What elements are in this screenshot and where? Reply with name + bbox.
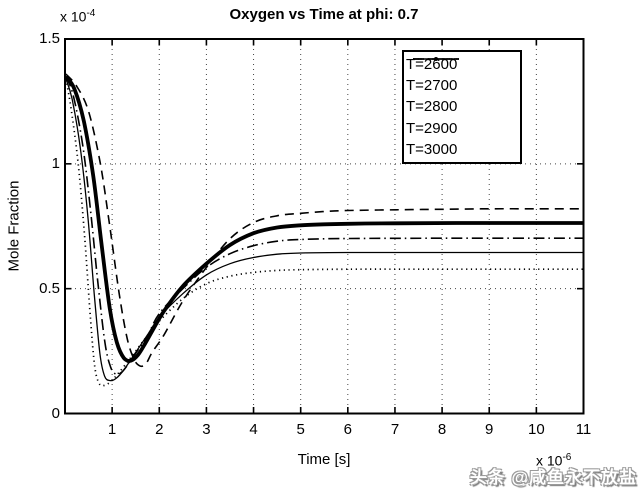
- legend-item-t2900: T=2900: [404, 58, 520, 137]
- legend-item-t2700: T=2700: [404, 57, 520, 95]
- chart-title: Oxygen vs Time at phi: 0.7: [229, 6, 419, 23]
- legend-item-label: T=2600: [406, 56, 458, 74]
- x-tick-label: 3: [202, 421, 211, 438]
- y-axis-multiplier: x 10-4: [60, 8, 95, 25]
- x-tick-label: 4: [249, 421, 258, 438]
- x-tick-label: 1: [107, 421, 117, 438]
- x-tick-label: 2: [155, 421, 164, 438]
- x-tick-label: 10: [528, 421, 545, 438]
- y-tick-label: 0: [51, 404, 60, 422]
- axis-box: [64, 38, 585, 415]
- y-tick-label: 1.5: [39, 30, 60, 47]
- x-tick-label: 6: [343, 421, 352, 438]
- y-tick-label: 1: [51, 154, 60, 172]
- legend: T=2600 T=2700 T=2800 T=2900 T=3000: [402, 50, 522, 164]
- x-tick-label: 5: [296, 421, 305, 438]
- y-multiplier-base: x 10: [60, 8, 87, 25]
- x-multiplier-base: x 10: [536, 452, 563, 469]
- legend-item-label: T=3000: [406, 140, 458, 158]
- curve-t2800: [65, 76, 584, 376]
- watermark: 头条 @咸鱼永不放盐: [469, 468, 637, 487]
- x-multiplier-exponent: -6: [562, 452, 572, 463]
- y-multiplier-exponent: -4: [86, 8, 96, 19]
- x-tick-label: 8: [437, 421, 447, 438]
- legend-item-label: T=2800: [406, 98, 458, 116]
- legend-item-label: T=2700: [406, 77, 458, 95]
- x-tick-label: 11: [575, 421, 592, 438]
- legend-item-t3000: T=3000: [404, 58, 520, 158]
- x-tick-label: 7: [390, 421, 400, 438]
- legend-item-label: T=2900: [406, 119, 458, 137]
- y-axis-label: Mole Fraction: [5, 180, 23, 272]
- curve-t2600: [65, 73, 584, 368]
- x-axis-multiplier: x 10-6: [536, 452, 571, 469]
- legend-item-t2800: T=2800: [404, 58, 520, 116]
- y-tick-label: 0.5: [39, 279, 60, 297]
- legend-line-sample-icon: [413, 58, 459, 60]
- x-tick-label: 9: [485, 421, 494, 438]
- legend-line-sample-icon: [413, 58, 459, 60]
- x-axis-label: Time [s]: [297, 451, 351, 468]
